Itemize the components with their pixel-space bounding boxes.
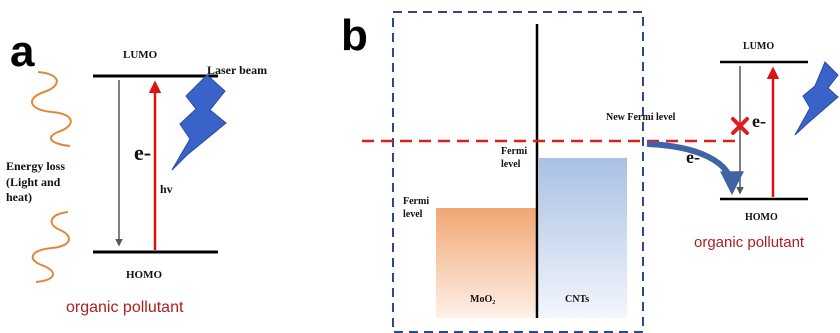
fermi-label-cnt: Fermi level	[501, 146, 527, 171]
lumo-label-b: LUMO	[743, 41, 775, 52]
hv-label: hv	[160, 182, 173, 196]
energy-loss-line-1: Energy loss	[6, 159, 66, 173]
fermi-label-moo2: Fermi level	[403, 196, 429, 221]
fermi-cnt-line-1: Fermi	[501, 146, 528, 157]
energy-loss-line-2: (Light and	[6, 174, 61, 189]
pollutant-label-b: organic pollutant	[694, 234, 805, 251]
blocked-cross-icon	[731, 117, 749, 135]
fermi-moo2-line-2: level	[403, 208, 423, 220]
energy-loss-wave-bottom	[31, 211, 70, 283]
pollutant-label-a: organic pollutant	[66, 299, 184, 316]
fermi-moo2-line-1: Fermi	[403, 196, 430, 207]
energy-loss-label: Energy loss (Light and heat)	[6, 159, 65, 206]
panel-b-label: b	[341, 11, 368, 60]
cnt-block	[539, 158, 627, 318]
laser-beam-label: Laser beam	[207, 63, 268, 77]
panel-a-label: a	[10, 27, 35, 76]
homo-label-a: HOMO	[126, 269, 163, 281]
new-fermi-level-label: New Fermi level	[606, 112, 676, 123]
lightning-icon	[171, 74, 227, 171]
fermi-cnt-line-2: level	[501, 158, 521, 170]
energy-loss-line-3: heat)	[6, 190, 32, 205]
electron-blocked-label: e-	[752, 111, 766, 131]
cnt-label: CNTs	[565, 294, 590, 305]
lumo-label-a: LUMO	[123, 49, 158, 61]
moo2-block	[436, 208, 536, 318]
electron-transfer-label: e-	[686, 147, 700, 167]
electron-label-a: e-	[134, 140, 152, 165]
energy-loss-wave-top	[31, 71, 72, 147]
electron-transfer-arrow	[646, 141, 744, 196]
moo2-label: MoO₂	[470, 294, 496, 305]
homo-label-b: HOMO	[745, 212, 778, 223]
interface-box	[392, 11, 644, 333]
lightning-icon-b	[794, 61, 839, 136]
